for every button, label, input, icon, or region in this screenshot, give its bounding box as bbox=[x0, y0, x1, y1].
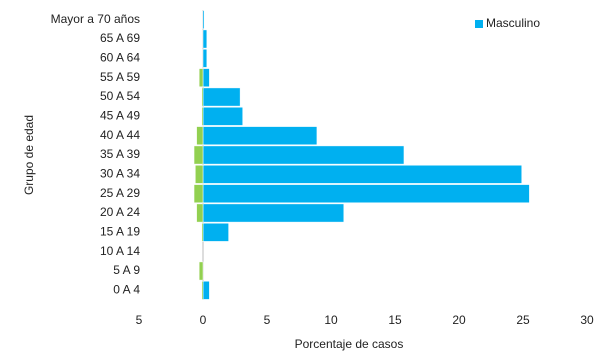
y-axis-label: Grupo de edad bbox=[22, 115, 36, 195]
bar bbox=[201, 87, 204, 107]
y-tick-label: 0 A 4 bbox=[113, 283, 140, 297]
bar bbox=[196, 126, 204, 146]
x-tick-label: 20 bbox=[452, 313, 466, 327]
x-tick-label: 30 bbox=[580, 313, 594, 327]
y-tick-label: 55 A 59 bbox=[100, 70, 140, 84]
y-tick-label: 60 A 64 bbox=[100, 51, 140, 65]
bar bbox=[202, 164, 522, 184]
bar bbox=[202, 222, 229, 242]
bar bbox=[201, 280, 204, 300]
x-tick-label: 10 bbox=[324, 313, 338, 327]
bar bbox=[202, 10, 205, 30]
bar bbox=[202, 48, 208, 68]
y-tick-label: 20 A 24 bbox=[100, 205, 140, 219]
x-axis-label: Porcentaje de casos bbox=[295, 337, 404, 351]
bar bbox=[202, 106, 243, 126]
legend-swatch bbox=[475, 20, 483, 28]
x-tick-label: 0 bbox=[200, 313, 207, 327]
bar bbox=[202, 87, 241, 107]
bar bbox=[202, 145, 405, 165]
y-tick-label: 30 A 34 bbox=[100, 167, 140, 181]
y-tick-label: 10 A 14 bbox=[100, 244, 140, 258]
y-tick-label: 35 A 39 bbox=[100, 147, 140, 161]
y-tick-label: Mayor a 70 años bbox=[51, 12, 140, 26]
y-tick-label: 25 A 29 bbox=[100, 186, 140, 200]
bar bbox=[193, 145, 204, 165]
bar bbox=[195, 164, 204, 184]
y-tick-label: 50 A 54 bbox=[100, 89, 140, 103]
bar bbox=[201, 222, 204, 242]
y-tick-label: 65 A 69 bbox=[100, 31, 140, 45]
bar bbox=[198, 68, 204, 88]
legend-label: Masculino bbox=[486, 16, 540, 30]
bar bbox=[193, 184, 204, 204]
x-tick-label: 25 bbox=[516, 313, 530, 327]
bar bbox=[202, 280, 210, 300]
x-tick-label: 15 bbox=[388, 313, 402, 327]
bar bbox=[202, 184, 530, 204]
x-tick-label: 5 bbox=[136, 313, 143, 327]
y-tick-label: 15 A 19 bbox=[100, 225, 140, 239]
y-tick-label: 45 A 49 bbox=[100, 109, 140, 123]
bar bbox=[198, 261, 204, 281]
bar bbox=[202, 68, 210, 88]
x-tick-label: 5 bbox=[264, 313, 271, 327]
y-tick-label: 40 A 44 bbox=[100, 128, 140, 142]
bar bbox=[201, 106, 204, 126]
y-tick-label: 5 A 9 bbox=[113, 263, 140, 277]
bar bbox=[202, 126, 318, 146]
bar bbox=[202, 29, 208, 49]
bar bbox=[196, 203, 204, 223]
bar bbox=[202, 203, 345, 223]
